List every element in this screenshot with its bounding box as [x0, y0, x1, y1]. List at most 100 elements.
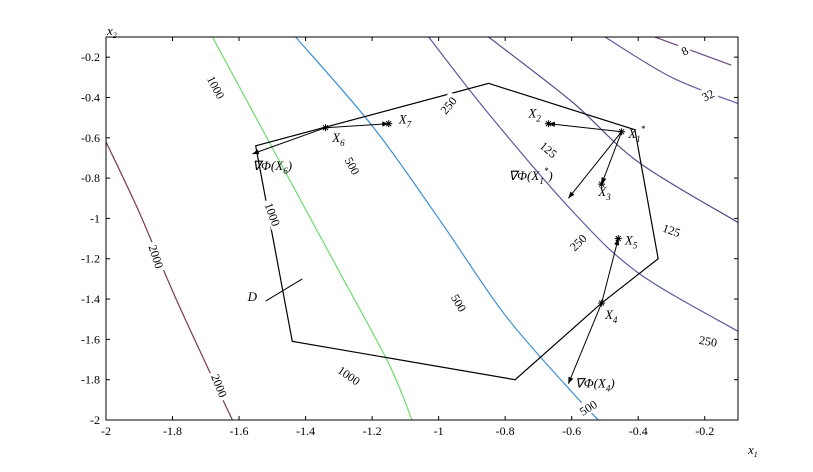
contour-label-backing [447, 288, 472, 317]
contour-label-group: 125 [535, 136, 563, 163]
point-x5 [614, 235, 622, 243]
contour-line-1000 [211, 37, 413, 420]
arrow-shaft [601, 131, 623, 185]
x-tick-label: -1.8 [163, 424, 182, 438]
point-annotation: X2 [527, 106, 541, 124]
x-tick-label: -1.4 [296, 424, 315, 438]
y-tick-label: -1.4 [81, 292, 100, 306]
point-annotation: X7 [398, 112, 412, 130]
point-annotation: ∇Φ(X6) [252, 158, 292, 176]
y-tick-label: -2 [90, 413, 100, 427]
point-marker [598, 300, 605, 306]
contour-label-backing [434, 91, 461, 119]
arrow [252, 127, 326, 155]
contour-label-group: 1000 [333, 360, 366, 390]
point-x7 [385, 120, 393, 128]
contour-label-backing [658, 218, 686, 241]
point-marker [615, 235, 622, 242]
arrow-shaft [601, 238, 619, 304]
arrow-head [568, 376, 574, 384]
point-annotations: X1* X2 X3 X4 X5 X6 X7 ∇Φ(X1*) ∇Φ(X4) ∇Φ(X6) [252, 106, 645, 394]
arrow-shaft [325, 123, 389, 129]
x-tick-label: -0.6 [562, 424, 581, 438]
contour-label-backing [145, 239, 169, 273]
contour-lines [106, 37, 738, 420]
y-tick-label: -1.6 [81, 332, 100, 346]
region-leader-line [265, 278, 303, 302]
x-axis-ticks: -2 -1.8 -1.6 -1.4 -1.2 -1 -0.8 -0.6 -0.4 -0.2 [101, 37, 714, 438]
arrow [567, 131, 622, 199]
x-tick-label: -2 [101, 424, 111, 438]
arrow [567, 302, 603, 384]
y-tick-label: -1.2 [81, 252, 100, 266]
y-tick-label: -0.8 [81, 171, 100, 185]
contour-label: 250 [698, 333, 718, 350]
point-x2 [544, 120, 552, 128]
contour-label: 2000 [146, 243, 167, 270]
contour-label: 125 [661, 221, 683, 240]
x-tick-label: -1.2 [363, 424, 382, 438]
contour-label-group: 1000 [203, 70, 230, 104]
contour-line-125 [488, 37, 738, 223]
point-annotation: X5 [624, 233, 638, 251]
y-tick-label: -0.6 [81, 131, 100, 145]
region-label: D [247, 289, 258, 304]
contour-label-group: 2000 [145, 239, 169, 273]
contour-label-backing [695, 331, 722, 350]
point-annotation: X6 [331, 130, 345, 148]
axes: -2 -1.8 -1.6 -1.4 -1.2 -1 -0.8 -0.6 -0.4 -0.2 -0.… [81, 23, 758, 459]
arrow [548, 121, 622, 133]
contour-label-backing [574, 394, 602, 420]
point-x1-star [618, 128, 626, 136]
point-annotation: X3 [597, 184, 611, 202]
point-marker [322, 124, 329, 131]
point-x3 [598, 180, 606, 188]
x-tick-label: -1 [434, 424, 444, 438]
arrow-shaft [567, 302, 603, 384]
contour-label-group: 2000 [207, 368, 233, 402]
contour-label-group: 32 [696, 84, 719, 105]
contour-label-group: 250 [564, 228, 591, 256]
point-annotation: ∇Φ(X1*) [508, 166, 552, 186]
point-annotation: X4 [604, 307, 618, 325]
point-marker [598, 181, 605, 187]
point-x4 [598, 299, 606, 307]
x-tick-label: -1.6 [230, 424, 249, 438]
y-axis-label: x2 [106, 23, 117, 40]
solution-points [322, 120, 626, 307]
y-axis-ticks: -0.2 -0.4 -0.6 -0.8 -1 -1.2 -1.4 -1.6 -1.8 -2 [81, 50, 738, 427]
arrow [601, 238, 620, 304]
contour-label-group: 500 [341, 151, 365, 180]
contour-label-group: 1000 [261, 197, 285, 231]
feasible-region: D [247, 82, 659, 381]
contour-line-8 [654, 37, 732, 66]
x-tick-label: -0.8 [496, 424, 515, 438]
gradient-arrows [252, 121, 623, 384]
x-tick-label: -0.2 [695, 424, 714, 438]
contour-label-backing [207, 368, 233, 402]
contour-label-backing [333, 360, 366, 390]
contour-label-backing [341, 151, 365, 180]
contour-label-backing [676, 41, 693, 59]
plot-frame [105, 36, 739, 421]
y-tick-label: -1 [90, 211, 100, 225]
arrow-head [548, 121, 556, 127]
contour-label-backing [203, 70, 230, 104]
contour-label-group: 8 [676, 41, 693, 59]
arrow-head [568, 191, 575, 199]
contour-label-group: 500 [447, 288, 472, 317]
y-tick-label: -0.2 [81, 50, 100, 64]
contour-label-group: 250 [695, 331, 722, 350]
arrow-head [252, 149, 260, 155]
point-annotation: X1* [627, 124, 645, 144]
contour-line-250 [428, 37, 738, 332]
contour-label-backing [535, 136, 563, 163]
contour-label: 8 [679, 44, 691, 59]
contour-label-backing [696, 84, 719, 105]
point-x6 [322, 124, 330, 132]
x-tick-label: -0.4 [629, 424, 648, 438]
region-boundary [254, 82, 659, 381]
point-marker [545, 120, 552, 127]
contour-label-group: 250 [434, 91, 461, 119]
